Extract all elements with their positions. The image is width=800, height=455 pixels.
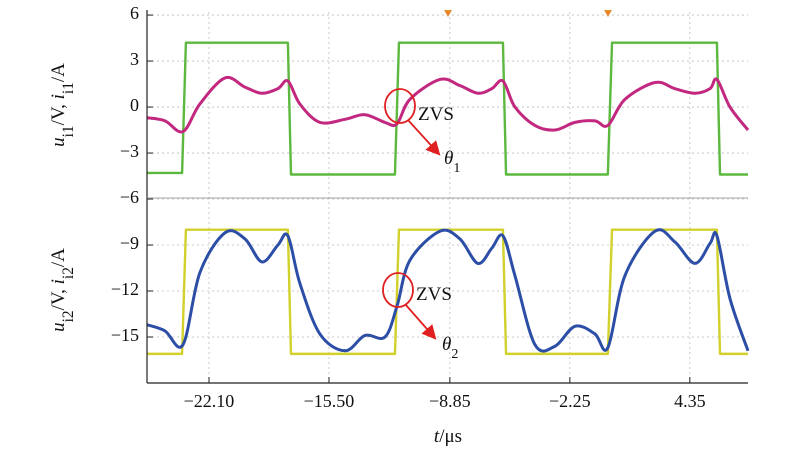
label-part: i1: [60, 125, 77, 137]
y-tick-label: −6: [120, 187, 139, 207]
label-part: /V,: [48, 99, 69, 125]
zvs-arrow: [404, 303, 437, 340]
annotation: ZVS: [418, 104, 454, 125]
y-tick-label: 0: [130, 95, 139, 115]
x-tick-label: −8.85: [429, 391, 471, 411]
label: θ2: [442, 334, 458, 362]
plot-lines: [146, 41, 750, 356]
x-tick-label: −2.25: [549, 391, 591, 411]
label-part: 2: [451, 347, 458, 362]
y-tick-label: −15: [111, 325, 139, 345]
x-tick-label: −15.50: [304, 391, 355, 411]
label-part: i: [48, 279, 69, 284]
series-line: [146, 75, 750, 134]
y-tick-label: −3: [120, 141, 139, 161]
label-part: θ: [444, 148, 453, 169]
label-part: u: [48, 322, 69, 332]
trigger-marker: [604, 10, 612, 17]
label-part: 1: [453, 161, 460, 176]
series-line: [146, 228, 750, 353]
label: ui2/V, ii2/A: [48, 248, 77, 332]
x-tick-label: −22.10: [184, 391, 235, 411]
label-part: i1: [60, 82, 77, 94]
trigger-marker: [444, 10, 452, 17]
zvs-circle: [382, 272, 414, 308]
zvs-arrow: [407, 119, 441, 156]
series-line: [147, 228, 748, 356]
label-part: i: [48, 94, 69, 99]
series-line: [147, 41, 748, 176]
label-part: t: [434, 426, 440, 447]
label-part: /μs: [439, 426, 462, 447]
label-part: /V,: [48, 284, 69, 310]
grid: [147, 12, 748, 383]
label: t/μs: [434, 426, 462, 447]
label-part: θ: [442, 334, 451, 355]
annotation: ZVS: [416, 284, 452, 305]
label-part: /A: [48, 248, 69, 267]
label-part: /A: [48, 63, 69, 82]
x-tick-label: 4.35: [674, 391, 706, 411]
label-part: u: [48, 137, 69, 147]
zvs-circle: [384, 88, 416, 124]
y-tick-label: −9: [120, 233, 139, 253]
label-part: i2: [60, 267, 77, 279]
labels: 6 3 0 −3 −6 −9 −12 −15 −22.10 −15.50 −8.85 −2.25 4.3…: [48, 3, 706, 447]
label: ui1/V, ii1/A: [48, 63, 77, 147]
y-tick-label: 6: [130, 3, 139, 23]
y-tick-label: −12: [111, 279, 139, 299]
label: θ1: [444, 148, 460, 176]
label-part: i2: [60, 310, 77, 322]
y-tick-label: 3: [130, 49, 139, 69]
